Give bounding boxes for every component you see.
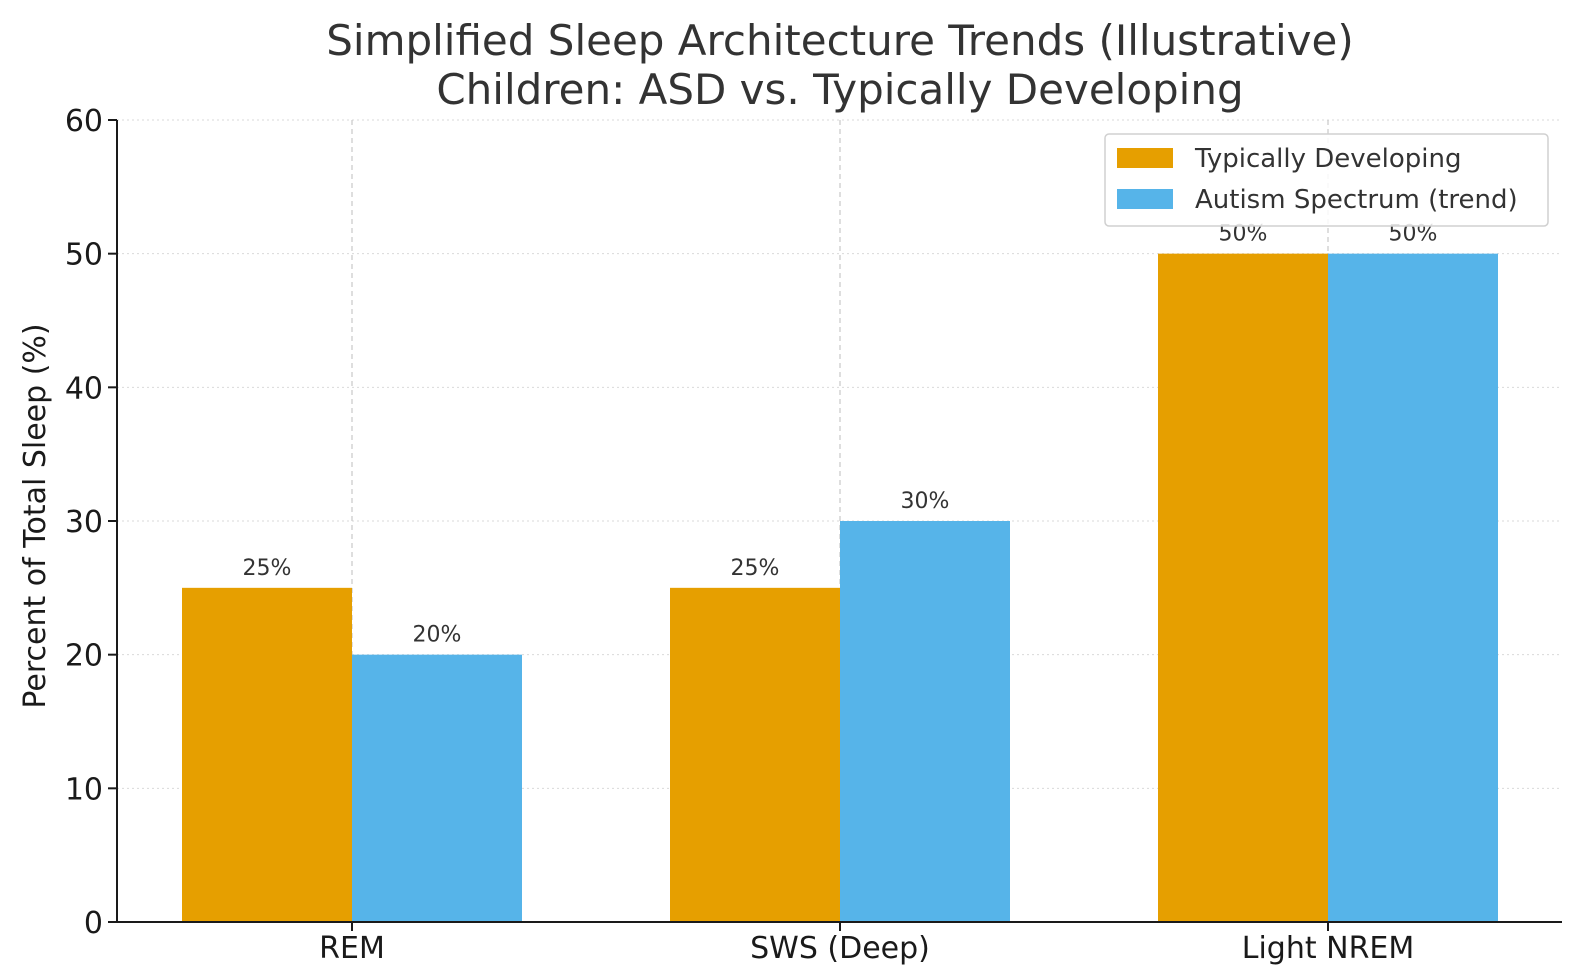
y-tick-label-1: 10 <box>65 772 103 807</box>
legend: Typically Developing Autism Spectrum (tr… <box>1104 133 1549 227</box>
bar-autism-spectrum-0 <box>352 654 522 922</box>
chart-title-line-2: Children: ASD vs. Typically Developing <box>436 65 1243 114</box>
chart-title-line-1: Simplified Sleep Architecture Trends (Il… <box>326 16 1354 65</box>
y-tick-label-3: 30 <box>65 505 103 540</box>
y-tick-label-4: 40 <box>65 371 103 406</box>
bars <box>182 253 1498 922</box>
data-label-typically-developing-1: 25% <box>731 556 780 581</box>
bar-typically-developing-2 <box>1158 253 1328 922</box>
bar-typically-developing-1 <box>670 587 840 922</box>
x-tick-label-0: REM <box>319 931 385 966</box>
legend-frame <box>1104 133 1549 227</box>
data-label-typically-developing-0: 25% <box>243 556 292 581</box>
x-tick-label-1: SWS (Deep) <box>750 931 930 966</box>
y-tick-label-6: 60 <box>65 104 103 139</box>
legend-swatch-typically-developing <box>1117 148 1173 168</box>
data-labels: 25% 25%50%20%30%50% <box>243 222 1438 648</box>
bar-autism-spectrum-2 <box>1328 253 1498 922</box>
legend-swatch-autism-spectrum <box>1117 189 1173 209</box>
y-tick-label-0: 0 <box>84 906 103 941</box>
x-tick-label-2: Light NREM <box>1242 931 1415 966</box>
legend-label-typically-developing: Typically Developing <box>1194 144 1462 174</box>
y-axis-label: Percent of Total Sleep (%) <box>18 323 53 708</box>
y-tick-label-5: 50 <box>65 238 103 273</box>
axes: 0 10 20 30 40 50 60 REM SWS (Deep) Light NREM <box>65 104 1562 966</box>
bar-typically-developing-0 <box>182 587 352 922</box>
bar-autism-spectrum-1 <box>840 521 1010 922</box>
y-tick-label-2: 20 <box>65 639 103 674</box>
data-label-autism-spectrum-0: 20% <box>413 623 462 648</box>
legend-label-autism-spectrum: Autism Spectrum (trend) <box>1195 185 1518 215</box>
data-label-autism-spectrum-1: 30% <box>901 489 950 514</box>
